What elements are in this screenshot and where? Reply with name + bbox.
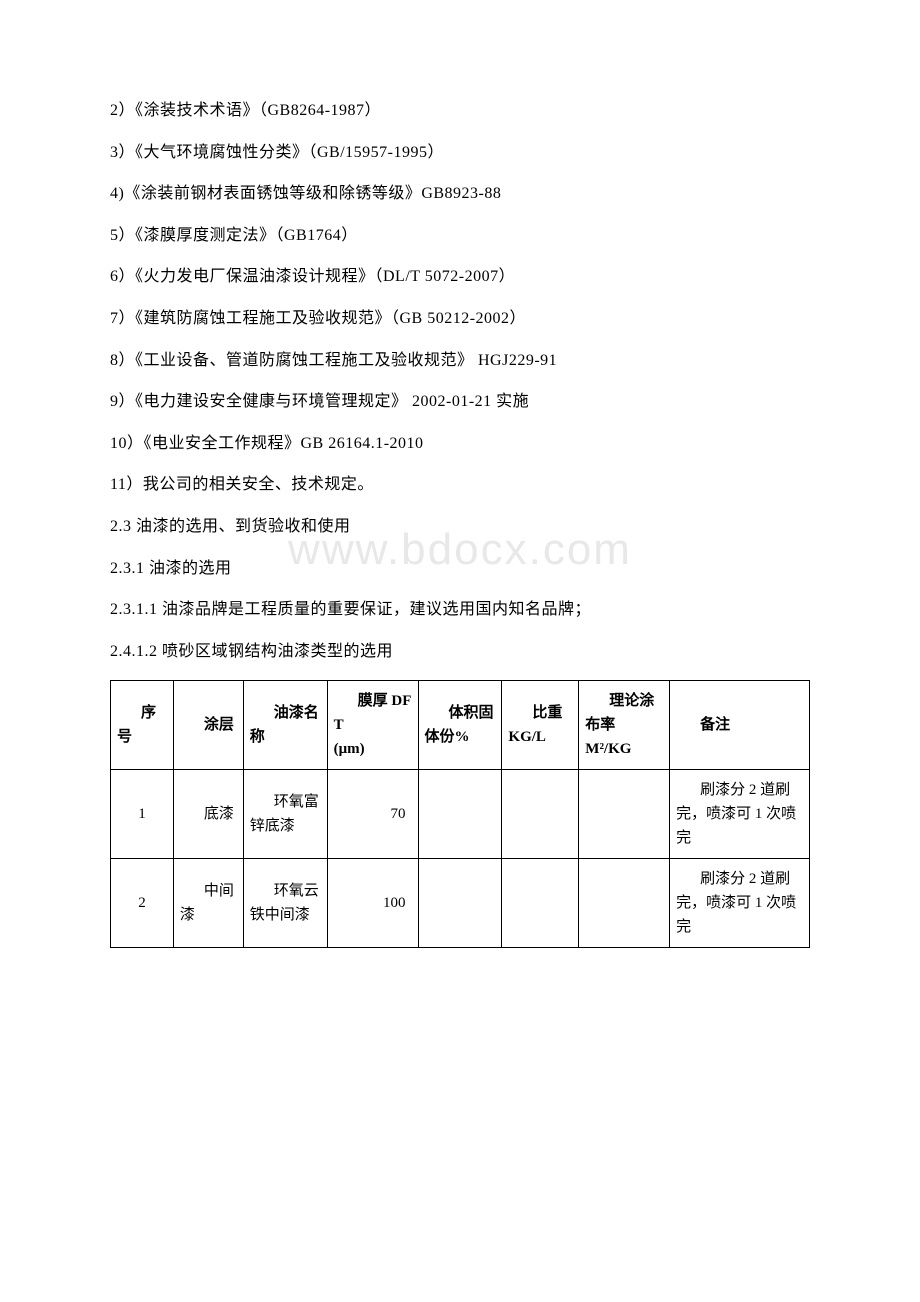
header-seq: 序号 <box>111 681 174 770</box>
cell-note: 刷漆分 2 道刷完，喷漆可 1 次喷完 <box>670 770 810 859</box>
text-line: 2.3.1 油漆的选用 <box>110 548 810 590</box>
cell-dft: 100 <box>327 859 418 948</box>
cell-name: 环氧云铁中间漆 <box>243 859 327 948</box>
cell-layer: 底漆 <box>173 770 243 859</box>
cell-seq: 1 <box>111 770 174 859</box>
text-line: 11）我公司的相关安全、技术规定。 <box>110 464 810 506</box>
header-name: 油漆名称 <box>243 681 327 770</box>
table-header-row: 序号 涂层 油漆名称 膜厚 DFT (μm) 体积固体份% 比重 KG/L 理论… <box>111 681 810 770</box>
header-note: 备注 <box>670 681 810 770</box>
header-vol: 体积固体份% <box>418 681 502 770</box>
text-line: 7）《建筑防腐蚀工程施工及验收规范》（GB 50212-2002） <box>110 298 810 340</box>
cell-seq: 2 <box>111 859 174 948</box>
cell-vol <box>418 859 502 948</box>
cell-layer: 中间漆 <box>173 859 243 948</box>
cell-name: 环氧富锌底漆 <box>243 770 327 859</box>
document-content: 2）《涂装技术术语》（GB8264-1987） 3）《大气环境腐蚀性分类》（GB… <box>110 90 810 948</box>
header-dft: 膜厚 DFT (μm) <box>327 681 418 770</box>
cell-weight <box>502 770 579 859</box>
text-line: 9）《电力建设安全健康与环境管理规定》 2002-01-21 实施 <box>110 381 810 423</box>
table-row: 1 底漆 环氧富锌底漆 70 刷漆分 2 道刷完，喷漆可 1 次喷完 <box>111 770 810 859</box>
text-line: 2.4.1.2 喷砂区域钢结构油漆类型的选用 <box>110 631 810 673</box>
text-line: 6）《火力发电厂保温油漆设计规程》（DL/T 5072-2007） <box>110 256 810 298</box>
table-row: 2 中间漆 环氧云铁中间漆 100 刷漆分 2 道刷完，喷漆可 1 次喷完 <box>111 859 810 948</box>
cell-note: 刷漆分 2 道刷完，喷漆可 1 次喷完 <box>670 859 810 948</box>
cell-rate <box>579 770 670 859</box>
text-line: 3）《大气环境腐蚀性分类》（GB/15957-1995） <box>110 132 810 174</box>
text-line: 2.3.1.1 油漆品牌是工程质量的重要保证，建议选用国内知名品牌； <box>110 589 810 631</box>
text-line: 10）《电业安全工作规程》GB 26164.1-2010 <box>110 423 810 465</box>
cell-vol <box>418 770 502 859</box>
text-line: 2.3 油漆的选用、到货验收和使用 <box>110 506 810 548</box>
text-line: 5）《漆膜厚度测定法》（GB1764） <box>110 215 810 257</box>
header-weight: 比重 KG/L <box>502 681 579 770</box>
cell-weight <box>502 859 579 948</box>
cell-dft: 70 <box>327 770 418 859</box>
text-line: 4)《涂装前钢材表面锈蚀等级和除锈等级》GB8923-88 <box>110 173 810 215</box>
header-rate: 理论涂布率 M²/KG <box>579 681 670 770</box>
text-line: 2）《涂装技术术语》（GB8264-1987） <box>110 90 810 132</box>
paint-type-table: 序号 涂层 油漆名称 膜厚 DFT (μm) 体积固体份% 比重 KG/L 理论… <box>110 680 810 948</box>
header-layer: 涂层 <box>173 681 243 770</box>
cell-rate <box>579 859 670 948</box>
text-line: 8）《工业设备、管道防腐蚀工程施工及验收规范》 HGJ229-91 <box>110 340 810 382</box>
